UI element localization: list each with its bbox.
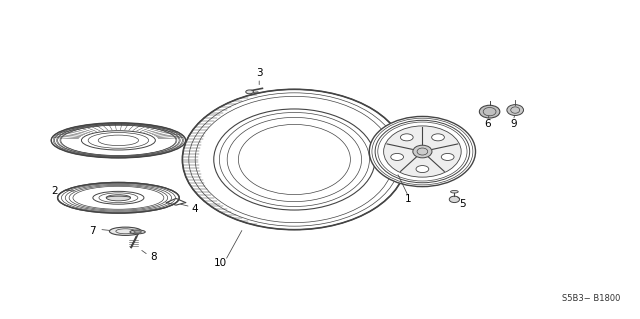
Text: 9: 9 [510, 119, 516, 130]
Text: 3: 3 [256, 68, 262, 78]
Text: 2: 2 [51, 186, 58, 197]
Text: 6: 6 [484, 119, 491, 130]
Ellipse shape [182, 89, 406, 230]
Ellipse shape [479, 105, 500, 118]
Ellipse shape [413, 145, 432, 158]
Ellipse shape [416, 166, 429, 173]
Ellipse shape [93, 191, 144, 204]
Ellipse shape [431, 134, 444, 141]
Ellipse shape [449, 196, 460, 203]
Ellipse shape [383, 126, 461, 177]
Text: 8: 8 [150, 252, 157, 262]
Text: 1: 1 [405, 194, 412, 204]
Text: 7: 7 [90, 226, 96, 236]
Text: 10: 10 [214, 258, 227, 268]
Ellipse shape [401, 134, 413, 141]
Ellipse shape [109, 227, 141, 235]
Ellipse shape [391, 153, 403, 160]
Circle shape [246, 90, 253, 94]
Ellipse shape [58, 182, 179, 213]
Ellipse shape [369, 116, 476, 187]
Ellipse shape [130, 230, 145, 234]
Text: S5B3− B1800: S5B3− B1800 [563, 294, 621, 303]
Ellipse shape [442, 153, 454, 160]
Ellipse shape [451, 190, 458, 193]
Ellipse shape [106, 195, 131, 201]
Ellipse shape [51, 123, 186, 158]
Text: 4: 4 [192, 204, 198, 214]
Ellipse shape [507, 105, 524, 115]
Text: 5: 5 [459, 199, 465, 209]
